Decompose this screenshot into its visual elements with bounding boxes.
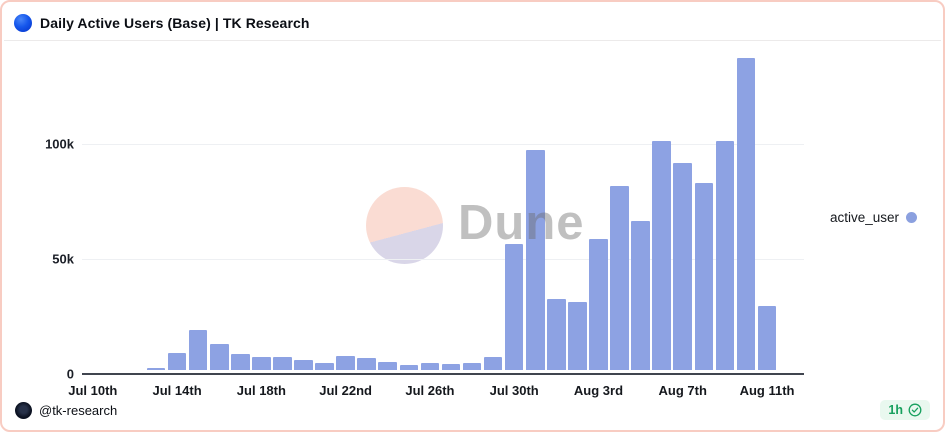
bar-jul-13[interactable] xyxy=(146,367,166,370)
x-axis-tick-label: Jul 22nd xyxy=(319,383,372,398)
legend-item-active-user[interactable]: active_user xyxy=(830,210,917,225)
bar-aug-1[interactable] xyxy=(547,298,566,370)
bar-jul-31[interactable] xyxy=(525,150,545,370)
bar-jul-25[interactable] xyxy=(399,364,419,370)
bar-jul-27[interactable] xyxy=(441,363,461,370)
bar-aug-4[interactable] xyxy=(610,186,629,370)
x-axis-tick-label: Jul 30th xyxy=(489,383,539,398)
x-axis-tick-label: Aug 3rd xyxy=(573,383,624,398)
check-circle-icon xyxy=(908,403,922,417)
y-axis-tick-label: 0 xyxy=(66,366,74,382)
gridline xyxy=(82,144,804,145)
bar-jul-17[interactable] xyxy=(230,353,250,370)
bar-aug-2[interactable] xyxy=(568,301,587,370)
bar-jul-15[interactable] xyxy=(188,329,208,370)
x-axis-tick-label: Jul 18th xyxy=(236,383,286,398)
author-link[interactable]: @tk-research xyxy=(15,402,117,419)
gridline xyxy=(82,259,804,260)
legend-marker-icon xyxy=(906,212,917,223)
x-axis-tick-label: Jul 14th xyxy=(152,383,202,398)
bar-aug-9[interactable] xyxy=(715,140,735,370)
y-axis-tick-label: 50k xyxy=(52,251,74,267)
x-axis-tick-label: Jul 10th xyxy=(68,383,118,398)
chart-title: Daily Active Users (Base) | TK Research xyxy=(40,15,310,31)
bar-aug-7[interactable] xyxy=(673,163,693,370)
bar-aug-11[interactable] xyxy=(757,305,777,370)
bar-jul-21[interactable] xyxy=(315,362,334,370)
x-axis-tick-label: Aug 11th xyxy=(739,383,795,398)
author-avatar xyxy=(15,402,32,419)
bar-aug-10[interactable] xyxy=(736,58,756,370)
bar-aug-6[interactable] xyxy=(652,141,671,370)
x-axis-line xyxy=(82,373,804,375)
bar-jul-22[interactable] xyxy=(336,355,355,370)
bar-jul-19[interactable] xyxy=(273,357,292,370)
bar-jul-28[interactable] xyxy=(462,363,482,370)
base-chain-logo-icon xyxy=(14,14,32,32)
bar-aug-5[interactable] xyxy=(631,220,650,370)
bar-jul-26[interactable] xyxy=(420,363,440,370)
freshness-time: 1h xyxy=(888,403,903,417)
legend-label: active_user xyxy=(829,210,899,225)
dune-watermark-text: Dune xyxy=(458,196,585,250)
x-axis-tick-label: Jul 26th xyxy=(405,383,455,398)
header-divider xyxy=(4,40,941,41)
bar-jul-24[interactable] xyxy=(378,361,398,370)
bar-aug-3[interactable] xyxy=(589,238,608,370)
bar-jul-16[interactable] xyxy=(209,343,229,370)
dune-watermark-circle-icon xyxy=(366,187,443,264)
x-axis-tick-label: Aug 7th xyxy=(658,383,707,398)
bar-jul-29[interactable] xyxy=(483,356,503,370)
bar-jul-30[interactable] xyxy=(504,243,524,370)
bar-jul-20[interactable] xyxy=(294,360,313,370)
chart-header: Daily Active Users (Base) | TK Research xyxy=(14,14,310,32)
y-axis-tick-label: 100k xyxy=(45,136,74,152)
bar-jul-23[interactable] xyxy=(357,357,376,370)
bar-aug-8[interactable] xyxy=(694,183,714,370)
bar-jul-14[interactable] xyxy=(167,352,187,370)
author-handle: @tk-research xyxy=(39,403,118,418)
bar-jul-18[interactable] xyxy=(252,357,271,370)
data-freshness-badge[interactable]: 1h xyxy=(880,400,930,420)
